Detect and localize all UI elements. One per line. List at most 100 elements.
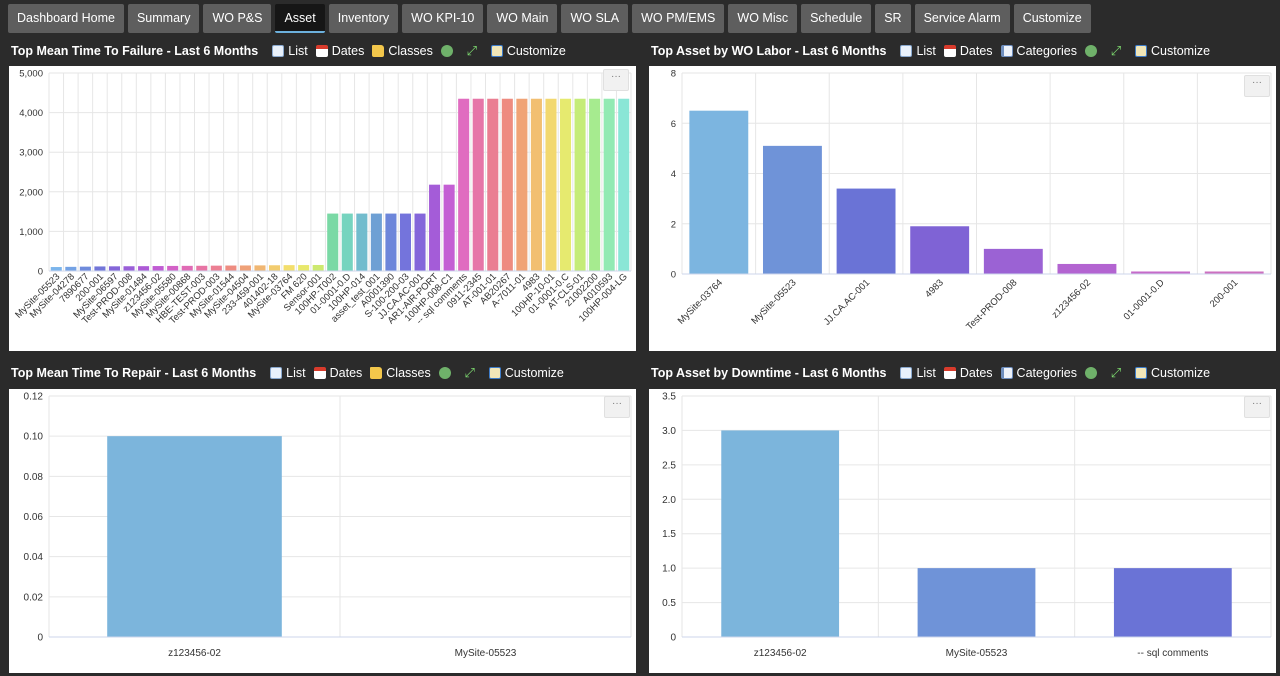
downtime-categories-button[interactable]: Categories — [1000, 366, 1077, 380]
mttf-dates-button[interactable]: Dates — [315, 44, 364, 58]
labor-dates-button[interactable]: Dates — [943, 44, 993, 58]
tab-wo-misc[interactable]: WO Misc — [728, 3, 798, 33]
bar[interactable] — [298, 265, 310, 271]
mttr-customize-button[interactable]: Customize — [488, 366, 564, 380]
bar[interactable] — [530, 98, 542, 271]
tab-summary[interactable]: Summary — [127, 3, 200, 33]
bar[interactable] — [138, 266, 150, 271]
labor-categories-button[interactable]: Categories — [1000, 44, 1077, 58]
mttf-expand-button[interactable]: ⤢ — [465, 44, 483, 57]
y-tick-label: 0 — [38, 267, 43, 278]
tab-inventory[interactable]: Inventory — [328, 3, 399, 33]
bar[interactable] — [1113, 568, 1232, 637]
mttr-expand-button[interactable]: ⤢ — [463, 366, 481, 379]
bar[interactable] — [167, 265, 179, 271]
bar[interactable] — [79, 266, 91, 271]
bar[interactable] — [370, 213, 382, 271]
bar[interactable] — [268, 265, 281, 271]
bar[interactable] — [385, 213, 397, 271]
labor-list-button[interactable]: List — [900, 44, 936, 58]
tab-wo-main[interactable]: WO Main — [487, 3, 558, 33]
bar[interactable] — [574, 98, 586, 271]
labor-chart-menu-button[interactable]: ··· — [1244, 75, 1270, 97]
bar[interactable] — [239, 265, 251, 271]
tab-dashboard-home[interactable]: Dashboard Home — [8, 3, 124, 33]
bar[interactable] — [516, 98, 528, 271]
bar[interactable] — [429, 184, 441, 271]
mttr-list-button[interactable]: List — [270, 366, 306, 380]
mttr-chart-menu-button[interactable]: ··· — [604, 396, 630, 418]
downtime-customize-button[interactable]: Customize — [1135, 366, 1210, 380]
bar[interactable] — [312, 264, 324, 271]
mttf-classes-button[interactable]: Classes — [372, 44, 433, 58]
folder-icon — [370, 367, 383, 379]
bar[interactable] — [559, 98, 572, 271]
downtime-chart-menu-button[interactable]: ··· — [1244, 396, 1270, 418]
tab-wo-pm-ems[interactable]: WO PM/EMS — [632, 3, 725, 33]
bar[interactable] — [107, 436, 282, 637]
bar[interactable] — [196, 265, 208, 271]
mttr-dates-button[interactable]: Dates — [313, 366, 362, 380]
bar[interactable] — [399, 213, 412, 271]
bar[interactable] — [341, 213, 353, 271]
tab-wo-p-s[interactable]: WO P&S — [203, 3, 272, 33]
bar[interactable] — [210, 265, 222, 271]
bar[interactable] — [254, 265, 266, 271]
bar[interactable] — [356, 213, 368, 271]
bar[interactable] — [1131, 271, 1191, 274]
y-tick-label: 0.06 — [24, 512, 44, 523]
bar[interactable] — [152, 266, 164, 271]
bar[interactable] — [762, 145, 822, 274]
bar[interactable] — [983, 248, 1043, 274]
bar[interactable] — [283, 265, 295, 271]
bar[interactable] — [487, 98, 499, 271]
tab-schedule[interactable]: Schedule — [801, 3, 872, 33]
bar[interactable] — [327, 213, 339, 271]
bar[interactable] — [181, 265, 193, 271]
bar[interactable] — [65, 266, 77, 271]
labor-export-button[interactable] — [1085, 45, 1101, 57]
tab-service-alarm[interactable]: Service Alarm — [914, 3, 1010, 33]
bar[interactable] — [1204, 271, 1264, 274]
tab-wo-sla[interactable]: WO SLA — [561, 3, 629, 33]
downtime-dates-button[interactable]: Dates — [943, 366, 993, 380]
downtime-export-button[interactable] — [1085, 367, 1101, 379]
x-tick-label: JJ.CA.AC-001 — [822, 277, 872, 327]
bar[interactable] — [603, 98, 615, 271]
bar[interactable] — [721, 430, 840, 637]
labor-customize-button[interactable]: Customize — [1135, 44, 1210, 58]
mttf-export-button[interactable] — [440, 45, 457, 57]
x-tick-label: z123456-02 — [168, 648, 221, 659]
mttr-export-button[interactable] — [438, 367, 455, 379]
tab-customize[interactable]: Customize — [1013, 3, 1091, 33]
bar[interactable] — [472, 98, 484, 271]
mttf-customize-button[interactable]: Customize — [490, 44, 566, 58]
bar[interactable] — [917, 568, 1036, 637]
bar[interactable] — [50, 267, 62, 271]
bar[interactable] — [94, 266, 106, 271]
bar[interactable] — [545, 98, 557, 271]
bar[interactable] — [108, 266, 121, 271]
bar[interactable] — [123, 266, 135, 271]
bar[interactable] — [589, 98, 601, 271]
tab-sr[interactable]: SR — [875, 3, 911, 33]
tab-wo-kpi-10[interactable]: WO KPI-10 — [402, 3, 484, 33]
bar[interactable] — [458, 98, 470, 271]
bar[interactable] — [414, 213, 426, 271]
labor-expand-button[interactable]: ⤢ — [1109, 44, 1127, 57]
bar[interactable] — [836, 188, 896, 274]
mttf-bar-chart: 01,0002,0003,0004,0005,000MySite-05523My… — [13, 69, 632, 327]
bar[interactable] — [443, 184, 455, 271]
bar[interactable] — [501, 98, 513, 271]
bar[interactable] — [225, 265, 237, 271]
downtime-expand-button[interactable]: ⤢ — [1109, 366, 1127, 379]
bar[interactable] — [618, 98, 630, 271]
mttr-classes-button[interactable]: Classes — [370, 366, 431, 380]
mttf-list-button[interactable]: List — [272, 44, 308, 58]
downtime-list-button[interactable]: List — [900, 366, 936, 380]
bar[interactable] — [689, 110, 749, 274]
bar[interactable] — [910, 226, 970, 274]
mttf-chart-menu-button[interactable]: ··· — [603, 69, 629, 91]
bar[interactable] — [1057, 263, 1117, 274]
tab-asset[interactable]: Asset — [275, 3, 325, 33]
